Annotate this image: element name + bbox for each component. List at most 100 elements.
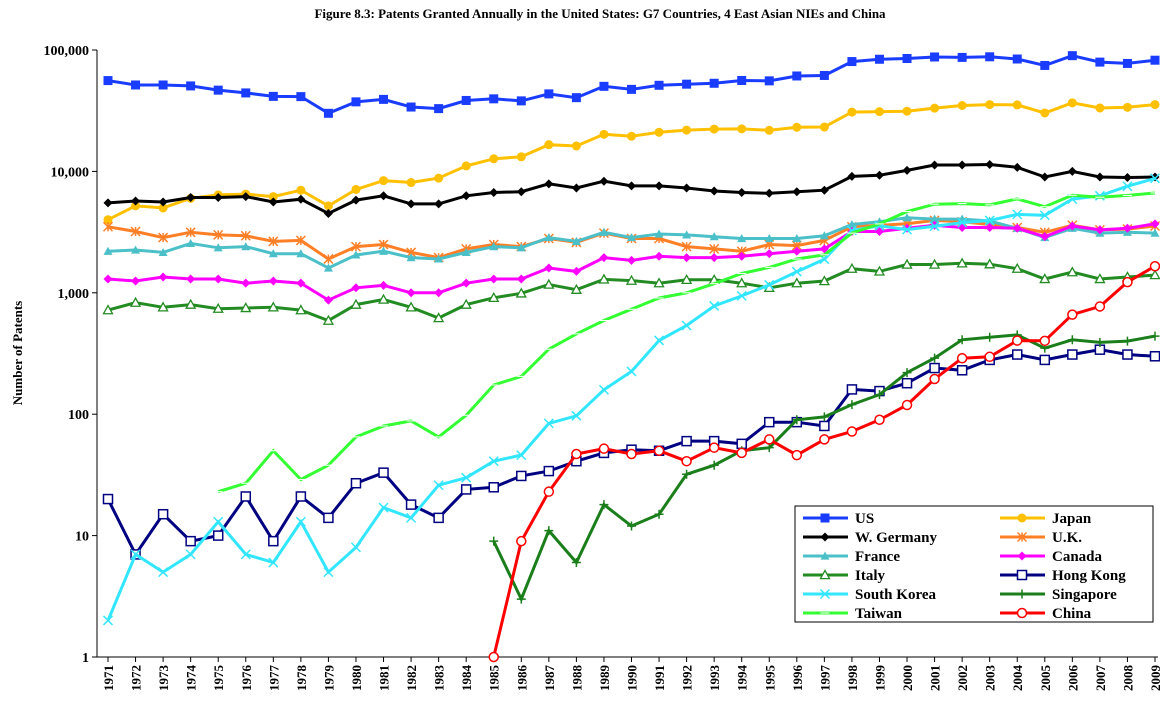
legend-label: Canada — [1052, 549, 1103, 565]
marker — [654, 80, 664, 90]
marker — [213, 274, 223, 284]
marker — [737, 188, 747, 198]
marker — [489, 242, 499, 251]
marker — [653, 277, 665, 288]
marker — [350, 298, 362, 309]
marker — [185, 549, 196, 560]
marker — [1012, 209, 1023, 220]
marker — [1039, 273, 1051, 284]
marker — [736, 447, 747, 459]
series — [488, 260, 1160, 663]
marker — [158, 272, 168, 282]
x-tick-label: 1974 — [184, 665, 199, 692]
x-tick-label: 1987 — [542, 665, 557, 692]
x-tick-label: 1983 — [432, 665, 447, 692]
marker — [1011, 262, 1023, 273]
marker — [158, 567, 169, 578]
marker — [902, 54, 912, 64]
marker — [406, 102, 416, 112]
marker — [985, 100, 995, 110]
x-tick-label: 1980 — [349, 665, 364, 691]
marker — [957, 160, 967, 170]
marker — [434, 104, 444, 114]
marker — [186, 81, 196, 91]
legend-box — [794, 505, 1154, 623]
marker — [544, 179, 554, 189]
marker — [461, 161, 471, 171]
marker — [709, 78, 719, 88]
marker — [874, 226, 884, 236]
marker — [627, 521, 636, 531]
x-tick-label: 1998 — [845, 665, 860, 692]
marker — [434, 199, 444, 209]
marker — [296, 249, 306, 258]
marker — [213, 192, 223, 202]
marker — [131, 201, 141, 211]
marker — [240, 302, 252, 313]
marker — [874, 107, 884, 117]
marker — [212, 302, 224, 313]
marker — [543, 465, 555, 477]
marker — [1067, 98, 1077, 108]
marker — [847, 220, 857, 229]
marker — [434, 173, 444, 183]
marker — [737, 251, 747, 261]
marker — [792, 415, 802, 425]
marker — [681, 273, 693, 285]
marker — [681, 455, 692, 467]
marker — [516, 274, 526, 284]
marker — [929, 221, 940, 232]
marker — [378, 502, 389, 513]
marker — [571, 266, 581, 276]
marker — [956, 257, 968, 268]
x-tick-label: 1994 — [735, 665, 750, 692]
marker — [956, 352, 968, 364]
marker — [737, 234, 747, 243]
marker — [240, 549, 251, 560]
marker — [102, 615, 114, 626]
marker — [985, 52, 995, 62]
marker — [598, 273, 610, 284]
marker — [1150, 228, 1160, 237]
marker — [461, 278, 471, 288]
marker — [1012, 100, 1022, 110]
x-tick-label: 1990 — [625, 665, 640, 691]
marker — [544, 140, 554, 150]
marker — [406, 178, 416, 188]
marker — [1122, 223, 1132, 233]
marker — [599, 129, 609, 139]
marker — [102, 221, 114, 232]
series — [103, 51, 1160, 118]
x-tick-label: 1976 — [239, 665, 254, 692]
marker — [654, 335, 665, 346]
marker — [1067, 51, 1077, 61]
marker — [460, 298, 472, 309]
marker — [489, 94, 499, 104]
marker — [488, 482, 499, 493]
marker — [1017, 513, 1027, 523]
marker — [241, 192, 251, 202]
marker — [1149, 269, 1160, 280]
marker — [406, 253, 416, 262]
x-tick-label: 2003 — [983, 665, 998, 692]
legend-label: China — [1052, 606, 1092, 622]
marker — [764, 279, 775, 290]
marker — [268, 557, 279, 568]
marker — [901, 399, 913, 411]
marker — [654, 509, 664, 519]
y-tick-label: 10 — [75, 530, 89, 545]
marker — [764, 416, 775, 428]
marker — [433, 312, 445, 323]
marker — [1150, 55, 1160, 65]
marker — [461, 191, 471, 201]
marker — [930, 160, 940, 170]
marker — [379, 94, 389, 104]
marker — [379, 280, 389, 290]
marker — [792, 187, 802, 197]
legend-label: South Korea — [855, 587, 936, 603]
marker — [434, 288, 444, 298]
marker — [571, 558, 581, 568]
marker — [599, 81, 609, 91]
marker — [737, 75, 747, 85]
marker — [627, 181, 636, 191]
